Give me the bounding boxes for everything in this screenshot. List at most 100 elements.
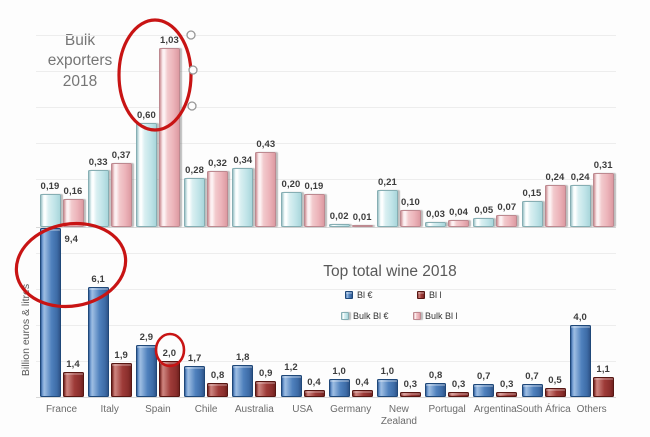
bar-bl-argentina: [473, 384, 495, 397]
bar-bulk-bl-l-germany: [351, 225, 373, 227]
value-label: 0,7: [525, 371, 539, 383]
bar-bl-l-argentina: [496, 391, 518, 397]
bar-bulk-bl-l-others: [592, 173, 614, 227]
bar-bl-l-new-zealand: [399, 391, 421, 397]
bar-bl-france: [39, 227, 61, 397]
bar-bulk-bl-portugal: [425, 221, 447, 227]
value-label: 0,8: [210, 369, 225, 381]
value-label: 1,0: [380, 366, 395, 377]
gridline: [36, 71, 616, 72]
bar-bl-chile: [184, 366, 206, 397]
value-label: 0,43: [256, 139, 276, 151]
bar-bl-germany: [328, 379, 350, 397]
bar-bulk-bl-australia: [232, 167, 254, 227]
category-label: Argentina: [473, 404, 517, 415]
value-label: 0,24: [570, 172, 590, 184]
category-label: Germany: [330, 404, 372, 415]
value-label: 0,21: [377, 177, 397, 189]
bar-bl-l-australia: [255, 380, 277, 397]
bulk-exporters-title: Bulk exporters 2018: [47, 32, 113, 90]
value-label: 2,9: [139, 331, 154, 343]
value-label: 0,9: [259, 367, 273, 379]
legend-item-bl-eur: Bl €: [345, 290, 373, 300]
bar-bulk-bl-germany: [328, 223, 350, 227]
category-label: Italy: [100, 404, 119, 415]
value-label: 0,33: [88, 156, 108, 168]
legend-label: Bl l: [429, 290, 442, 300]
legend-marker-bulk-bl-l-icon: [413, 312, 421, 320]
value-label: 1,8: [236, 351, 250, 363]
legend-marker-bulk-bl-eur-icon: [341, 312, 349, 320]
x-axis-line: [36, 227, 616, 228]
value-label: 1,1: [596, 364, 610, 376]
value-label: 0,32: [208, 158, 228, 170]
value-label: 0,19: [40, 180, 60, 192]
bar-bl-l-france: [62, 371, 84, 397]
value-label: 0,3: [500, 378, 514, 390]
value-label: 0,7: [477, 371, 491, 383]
gridline: [36, 325, 616, 326]
value-label: 0,04: [449, 207, 469, 219]
bar-bulk-bl-l-south-frica: [544, 185, 566, 227]
bar-bulk-bl-chile: [184, 178, 206, 227]
gridline: [36, 253, 616, 254]
legend-item-bulk-bl-eur: Bulk Bl €: [341, 311, 389, 321]
bar-bulk-bl-l-france: [62, 199, 84, 227]
top-total-wine-title: Top total wine 2018: [323, 263, 457, 280]
category-label: South África: [516, 404, 571, 415]
gridline: [36, 179, 616, 180]
value-label: 0,19: [304, 180, 324, 192]
value-label: 0,4: [355, 376, 369, 388]
bar-bulk-bl-l-argentina: [496, 214, 518, 227]
bar-bulk-bl-new-zealand: [376, 190, 398, 227]
category-label: Spain: [145, 404, 171, 415]
value-label: 0,24: [545, 172, 565, 184]
bar-bulk-bl-south-frica: [521, 200, 543, 227]
value-label: 0,02: [329, 210, 349, 222]
value-label: 1,7: [187, 353, 202, 365]
bar-bl-italy: [87, 287, 109, 397]
bar-bl-l-south-frica: [544, 388, 566, 397]
value-label: 2,0: [162, 348, 177, 359]
value-label: 0,37: [111, 149, 131, 161]
category-label: Australia: [234, 404, 274, 415]
bar-bl-l-italy: [110, 362, 132, 397]
gridline: [36, 107, 616, 108]
value-label: 0,10: [400, 196, 420, 208]
bar-bulk-bl-argentina: [473, 218, 495, 227]
legend-marker-bl-l-icon: [417, 291, 425, 299]
value-label: 0,4: [307, 376, 321, 388]
legend-label: Bulk Bl €: [353, 311, 389, 321]
bar-bl-l-usa: [303, 389, 325, 397]
legend-label: Bulk Bl l: [425, 311, 458, 321]
category-label: USA: [292, 404, 313, 415]
value-label: 1,0: [332, 366, 346, 377]
value-label: 9,4: [64, 233, 79, 245]
bar-bulk-bl-l-spain: [158, 47, 180, 227]
bar-bulk-bl-l-italy: [110, 162, 132, 227]
value-label: 0,05: [474, 205, 494, 217]
value-label: 0,60: [136, 109, 156, 121]
bar-bl-spain: [135, 344, 157, 397]
value-label: 1,03: [159, 34, 179, 46]
y-axis-label: Billion euros & litres: [20, 283, 32, 377]
bar-bl-l-chile: [207, 382, 229, 397]
bar-bl-portugal: [425, 382, 447, 397]
bar-bulk-bl-l-chile: [207, 171, 229, 227]
value-label: 0,3: [451, 378, 466, 390]
bar-bl-l-others: [592, 377, 614, 397]
value-label: 0,20: [281, 179, 301, 191]
bar-bl-l-spain: [158, 361, 180, 397]
bar-bulk-bl-l-usa: [303, 193, 325, 227]
value-label: 0,07: [497, 201, 517, 213]
bar-bl-south-frica: [521, 384, 543, 397]
bar-bulk-bl-france: [39, 193, 61, 227]
value-label: 6,1: [91, 274, 105, 286]
bar-bl-usa: [280, 375, 302, 397]
value-label: 0,31: [593, 160, 613, 172]
x-axis-line: [36, 397, 616, 398]
gridline: [36, 35, 616, 36]
value-label: 0,5: [548, 375, 562, 386]
bar-bulk-bl-l-portugal: [448, 220, 470, 227]
